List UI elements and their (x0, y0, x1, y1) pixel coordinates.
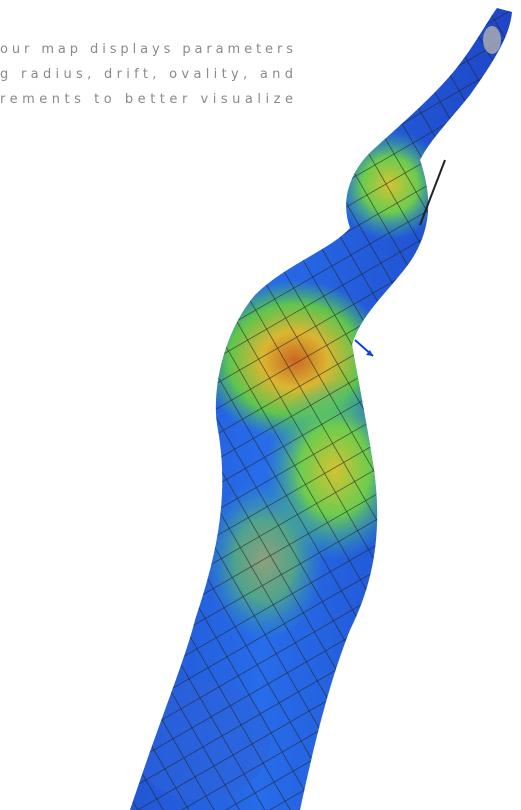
description-text: our map displays parameters g radius, dr… (0, 42, 293, 107)
text-line: our map displays parameters (0, 42, 293, 57)
page: our map displays parameters g radius, dr… (0, 0, 521, 810)
text-line: g radius, drift, ovality, and (0, 67, 293, 82)
pipe-render (0, 0, 521, 810)
contour-map-view: our map displays parameters g radius, dr… (0, 0, 521, 810)
text-line: rements to better visualize (0, 92, 293, 107)
